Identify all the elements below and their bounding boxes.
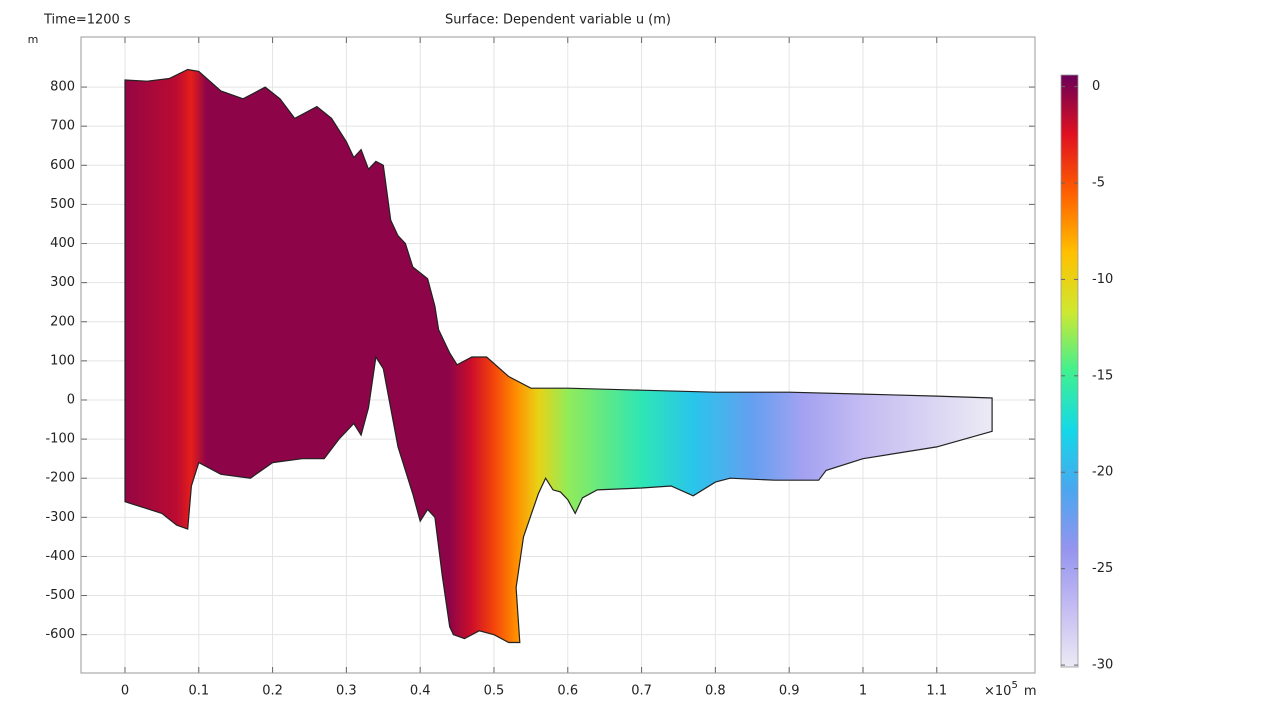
y-tick-label: 500 <box>50 197 75 212</box>
y-tick-label: 200 <box>50 314 75 329</box>
y-tick-label: 400 <box>50 236 75 251</box>
x-tick-label: 0.3 <box>336 684 357 699</box>
x-tick-label: 0.7 <box>631 684 652 699</box>
colorbar-label: -25 <box>1092 561 1113 576</box>
x-tick-label: 0.1 <box>188 684 209 699</box>
x-multiplier-base: ×10 <box>984 684 1011 699</box>
y-tick-label: 300 <box>50 275 75 290</box>
y-tick-label: 0 <box>67 392 75 407</box>
x-tick-label: 0.8 <box>705 684 726 699</box>
x-tick-label: 0.6 <box>557 684 578 699</box>
x-tick-label: 0 <box>121 684 129 699</box>
y-tick-label: 100 <box>50 353 75 368</box>
y-unit: m <box>28 33 39 46</box>
colorbar-label: -5 <box>1092 175 1105 190</box>
y-tick-label: -100 <box>45 432 75 447</box>
domain-surface <box>124 68 993 644</box>
y-tick-label: -400 <box>45 549 75 564</box>
y-tick-label: 800 <box>50 80 75 95</box>
x-tick-label: 0.2 <box>262 684 283 699</box>
colorbar <box>1060 74 1079 668</box>
colorbar-label: -20 <box>1092 465 1113 480</box>
y-tick-label: -600 <box>45 627 75 642</box>
colorbar-label: -10 <box>1092 272 1113 287</box>
y-tick-label: 700 <box>50 119 75 134</box>
colorbar-label: 0 <box>1092 79 1100 94</box>
x-tick-label: 1 <box>859 684 867 699</box>
x-unit: m <box>1024 684 1037 699</box>
x-tick-label: 1.1 <box>926 684 947 699</box>
x-multiplier: ×105 m <box>984 680 1036 699</box>
plot-frame <box>80 36 1036 674</box>
y-tick-label: -500 <box>45 588 75 603</box>
y-tick-label: -300 <box>45 510 75 525</box>
y-tick-label: 600 <box>50 158 75 173</box>
chart-title: Surface: Dependent variable u (m) <box>445 13 671 28</box>
colorbar-label: -15 <box>1092 368 1113 383</box>
x-tick-label: 0.4 <box>410 684 431 699</box>
x-exponent: 5 <box>1011 680 1017 691</box>
colorbar-label: -30 <box>1092 658 1113 673</box>
time-label: Time=1200 s <box>43 13 131 28</box>
x-tick-label: 0.5 <box>484 684 505 699</box>
x-tick-label: 0.9 <box>779 684 800 699</box>
y-tick-label: -200 <box>45 471 75 486</box>
